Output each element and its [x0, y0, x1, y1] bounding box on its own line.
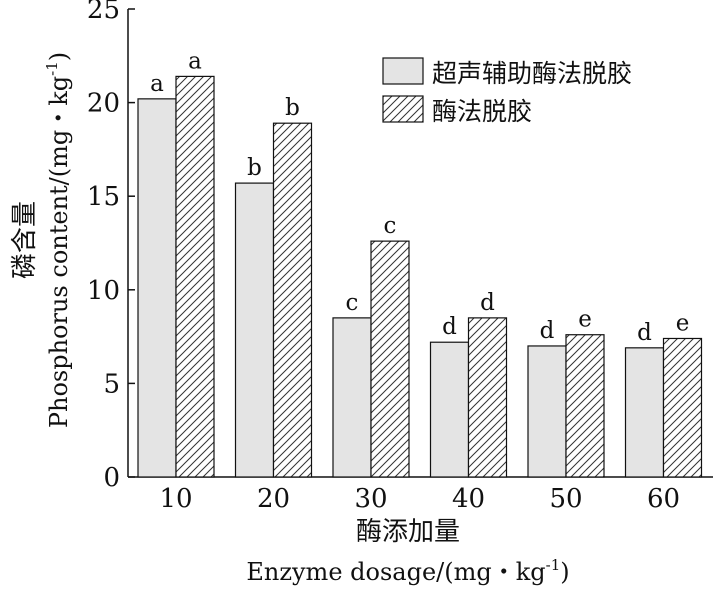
x-tick-label: 30: [354, 484, 387, 514]
bar-enzyme-10: [175, 75, 215, 478]
legend-swatch-enzyme: [382, 95, 424, 123]
bar-letter-label: a: [188, 48, 202, 74]
bar-ultrasound-10: [137, 98, 177, 478]
bar-enzyme-60: [662, 337, 703, 478]
x-tick-label: 10: [159, 484, 192, 514]
bar-enzyme-30: [370, 240, 410, 478]
bar-letter-label: d: [540, 318, 555, 344]
bar-enzyme-40: [467, 317, 508, 478]
legend-label-enzyme: 酶法脱胶: [432, 97, 532, 126]
x-tick-label: 60: [647, 484, 680, 514]
bar-letter-label: b: [247, 155, 262, 181]
bar-letter-label: b: [285, 95, 300, 121]
x-tick-label: 50: [549, 484, 582, 514]
bar-letter-label: d: [637, 320, 652, 346]
bar-ultrasound-30: [332, 317, 372, 478]
x-axis-title-en: Enzyme dosage/(mg・kg-1): [246, 556, 569, 586]
y-tick-label: 5: [103, 369, 120, 399]
y-axis-title-en: Phosphorus content/(mg・kg-1): [43, 52, 73, 428]
bars: [137, 75, 703, 478]
bar-letter-label: e: [676, 310, 690, 336]
x-axis: 10 20 30 40 50 60: [128, 471, 713, 514]
legend-label-ultrasound: 超声辅助酶法脱胶: [432, 59, 632, 88]
bar-letter-label: c: [384, 213, 397, 239]
bar-ultrasound-50: [527, 345, 567, 478]
bar-letter-label: a: [150, 71, 164, 97]
y-tick-label: 0: [103, 463, 120, 493]
bar-ultrasound-20: [234, 182, 275, 478]
y-tick-label: 20: [87, 89, 120, 119]
y-axis: 0 5 10 15 20 25: [87, 0, 135, 493]
bar-enzyme-50: [565, 334, 605, 478]
bar-ultrasound-40: [429, 341, 470, 478]
y-tick-label: 25: [87, 0, 120, 25]
y-axis-title-cn: 磷含量: [10, 201, 40, 279]
y-tick-label: 15: [87, 182, 120, 212]
bar-letter-label: d: [480, 290, 495, 316]
bar-enzyme-20: [272, 122, 313, 478]
x-axis-title-cn: 酶添加量: [356, 517, 460, 547]
y-tick-label: 10: [87, 276, 120, 306]
bar-letter-label: d: [442, 314, 457, 340]
legend-swatch-ultrasound: [382, 57, 424, 85]
legend: 超声辅助酶法脱胶 酶法脱胶: [382, 57, 632, 126]
bar-letter-label: e: [578, 307, 592, 333]
bar-ultrasound-60: [624, 347, 665, 478]
x-tick-label: 40: [452, 484, 485, 514]
x-tick-label: 20: [257, 484, 290, 514]
bar-letter-label: c: [346, 290, 359, 316]
